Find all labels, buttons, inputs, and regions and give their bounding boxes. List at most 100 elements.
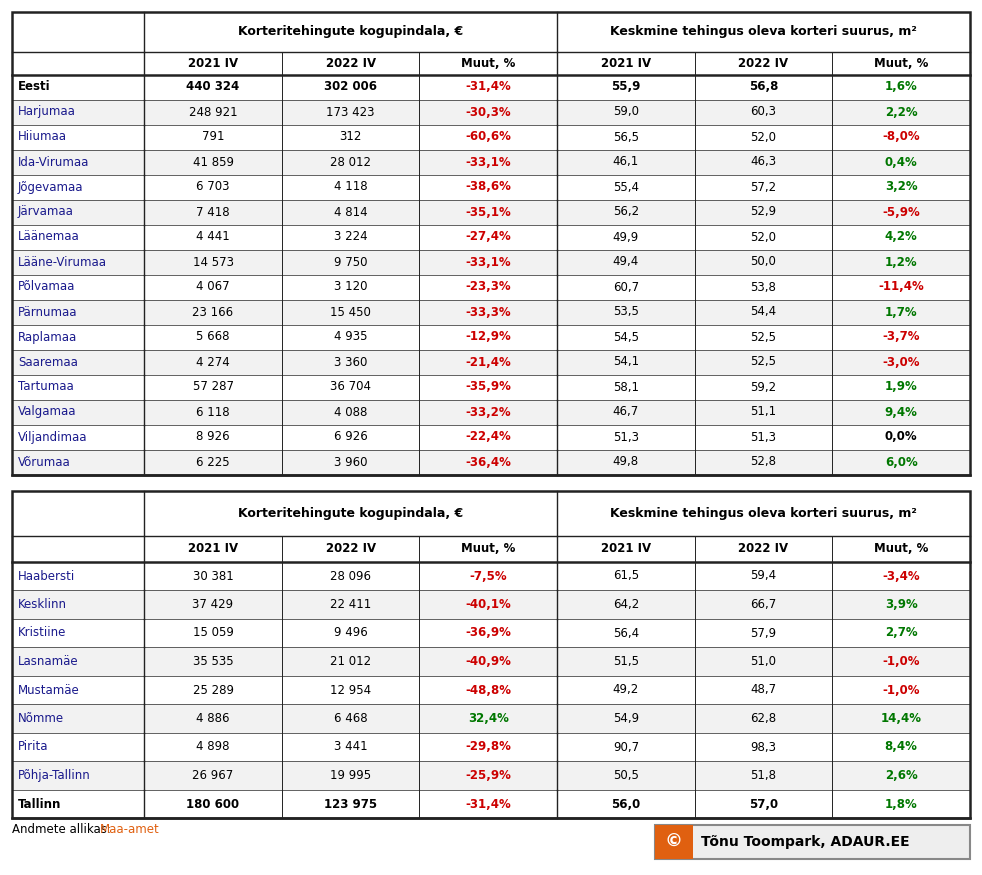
Text: 15 059: 15 059 [192, 626, 234, 640]
Text: 7 418: 7 418 [196, 206, 230, 219]
Text: 28 096: 28 096 [330, 570, 371, 583]
Bar [12, 450, 970, 474]
Bar [12, 761, 970, 790]
Text: 14,4%: 14,4% [881, 712, 922, 725]
Text: Lääne-Virumaa: Lääne-Virumaa [18, 255, 107, 269]
Text: Maa-amet: Maa-amet [100, 823, 160, 836]
Text: Saaremaa: Saaremaa [18, 355, 78, 368]
Text: 3,2%: 3,2% [885, 180, 917, 193]
Text: 8,4%: 8,4% [885, 740, 917, 753]
Text: 180 600: 180 600 [187, 797, 240, 810]
Text: 2022 IV: 2022 IV [326, 542, 376, 556]
Text: -40,9%: -40,9% [465, 655, 512, 668]
Text: Jõgevamaa: Jõgevamaa [18, 180, 83, 193]
Text: 58,1: 58,1 [613, 381, 639, 394]
Text: 8 926: 8 926 [196, 430, 230, 444]
Text: 28 012: 28 012 [330, 156, 371, 169]
Text: 51,3: 51,3 [750, 430, 777, 444]
Bar [12, 790, 970, 818]
Text: 61,5: 61,5 [613, 570, 639, 583]
Text: 3 441: 3 441 [334, 740, 367, 753]
Text: -3,0%: -3,0% [883, 355, 920, 368]
Text: 23 166: 23 166 [192, 305, 234, 318]
Text: 52,5: 52,5 [750, 355, 777, 368]
Bar [12, 249, 970, 275]
Text: Harjumaa: Harjumaa [18, 106, 76, 118]
Text: 37 429: 37 429 [192, 598, 234, 611]
Text: 53,8: 53,8 [750, 281, 777, 293]
Text: -40,1%: -40,1% [465, 598, 512, 611]
Text: -29,8%: -29,8% [465, 740, 512, 753]
Text: 55,9: 55,9 [611, 80, 640, 94]
Text: ©: © [665, 833, 683, 851]
Text: 4 814: 4 814 [334, 206, 367, 219]
Bar [12, 12, 970, 52]
Text: Lasnamäe: Lasnamäe [18, 655, 79, 668]
Bar [12, 150, 970, 174]
Bar [12, 325, 970, 349]
Text: Eesti: Eesti [18, 80, 51, 94]
Bar [12, 619, 970, 648]
Text: 52,9: 52,9 [750, 206, 777, 219]
Text: Mustamäe: Mustamäe [18, 683, 80, 696]
Text: Korteritehingute kogupindala, €: Korteritehingute kogupindala, € [238, 25, 464, 38]
Text: 1,6%: 1,6% [885, 80, 917, 94]
Text: 2022 IV: 2022 IV [326, 57, 376, 70]
Text: -1,0%: -1,0% [883, 655, 920, 668]
Text: -5,9%: -5,9% [882, 206, 920, 219]
Bar [12, 52, 970, 74]
Text: -23,3%: -23,3% [465, 281, 511, 293]
Bar [12, 491, 970, 818]
Text: Järvamaa: Järvamaa [18, 206, 74, 219]
Bar [12, 676, 970, 704]
Text: -8,0%: -8,0% [883, 130, 920, 144]
Text: Keskmine tehingus oleva korteri suurus, m²: Keskmine tehingus oleva korteri suurus, … [610, 507, 917, 520]
Text: -33,1%: -33,1% [465, 156, 511, 169]
Text: 56,5: 56,5 [613, 130, 639, 144]
Bar [12, 124, 970, 150]
Text: 52,5: 52,5 [750, 331, 777, 344]
Text: 98,3: 98,3 [750, 740, 777, 753]
Text: -25,9%: -25,9% [465, 769, 512, 782]
Text: -36,9%: -36,9% [465, 626, 512, 640]
Text: Muut, %: Muut, % [462, 57, 516, 70]
Text: 30 381: 30 381 [192, 570, 234, 583]
Text: 90,7: 90,7 [613, 740, 639, 753]
Text: 66,7: 66,7 [750, 598, 777, 611]
Text: 302 006: 302 006 [324, 80, 377, 94]
Text: Põlvamaa: Põlvamaa [18, 281, 76, 293]
Text: 51,0: 51,0 [750, 655, 777, 668]
Text: 2021 IV: 2021 IV [601, 542, 651, 556]
Text: 56,4: 56,4 [613, 626, 639, 640]
Text: Pärnumaa: Pärnumaa [18, 305, 78, 318]
Bar [12, 536, 970, 562]
Text: 4 898: 4 898 [196, 740, 230, 753]
Text: -27,4%: -27,4% [465, 230, 512, 243]
Text: -33,2%: -33,2% [465, 405, 511, 418]
Text: 15 450: 15 450 [330, 305, 371, 318]
Text: 4 067: 4 067 [196, 281, 230, 293]
Text: 0,0%: 0,0% [885, 430, 917, 444]
Text: 56,0: 56,0 [611, 797, 640, 810]
Bar [12, 225, 970, 249]
Text: -12,9%: -12,9% [465, 331, 512, 344]
Text: 123 975: 123 975 [324, 797, 377, 810]
Bar [655, 825, 970, 859]
Text: 62,8: 62,8 [750, 712, 777, 725]
Text: Pirita: Pirita [18, 740, 48, 753]
Text: 3,9%: 3,9% [885, 598, 917, 611]
Text: 49,4: 49,4 [613, 255, 639, 269]
Text: 57,9: 57,9 [750, 626, 777, 640]
Text: 49,2: 49,2 [613, 683, 639, 696]
Bar [12, 562, 970, 591]
Text: 4 118: 4 118 [334, 180, 367, 193]
Text: 4 886: 4 886 [196, 712, 230, 725]
Text: 2021 IV: 2021 IV [188, 57, 238, 70]
Text: 14 573: 14 573 [192, 255, 234, 269]
Text: Kristiine: Kristiine [18, 626, 67, 640]
Text: 49,8: 49,8 [613, 456, 639, 468]
Text: -33,1%: -33,1% [465, 255, 511, 269]
Text: 48,7: 48,7 [750, 683, 777, 696]
Text: -35,1%: -35,1% [465, 206, 512, 219]
Text: 60,7: 60,7 [613, 281, 639, 293]
